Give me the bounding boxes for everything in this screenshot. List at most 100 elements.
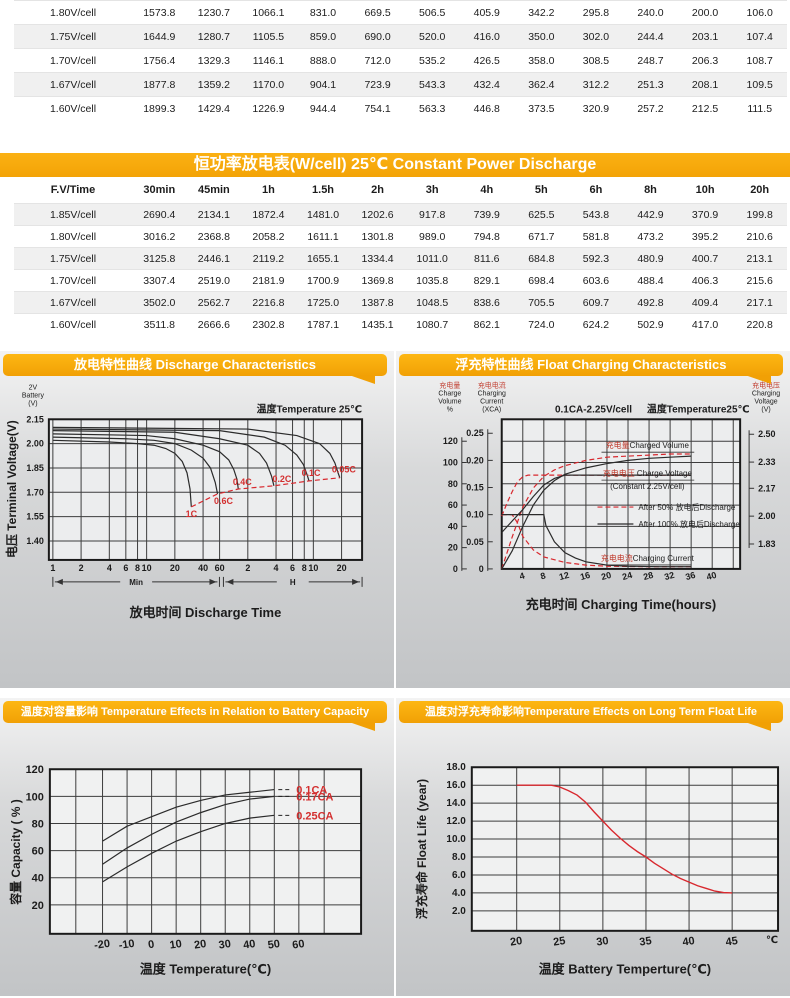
capacity-curve-0.25CA — [102, 814, 275, 883]
cell: 684.8 — [514, 247, 569, 270]
row-label: 1.60V/cell — [14, 313, 132, 335]
cell: 111.5 — [732, 96, 787, 120]
x-tick-label: 30 — [596, 935, 610, 949]
cell: 2666.6 — [186, 313, 242, 335]
x-tick-label: 4 — [518, 571, 525, 582]
x-tick-label: 4 — [274, 563, 279, 573]
table-row: 1.60V/cell 1899.3 1429.4 1226.9 944.4 754.1 56… — [14, 96, 787, 120]
cell: 215.6 — [732, 269, 787, 292]
table-row: 1.75V/cell 3125.8 2446.1 2119.2 1655.1 1334.4… — [14, 247, 787, 270]
charging-voltage-axis-title: Voltage — [754, 398, 777, 405]
charging-current-label: 充电电流Charging Current — [601, 553, 695, 563]
cell: 308.5 — [568, 48, 624, 73]
series-charge-voltage-after-50 — [501, 474, 692, 517]
cell: 417.0 — [677, 313, 733, 335]
column-header: 3h — [425, 184, 439, 196]
y-tick-label: 0 — [453, 564, 458, 574]
row-label: 1.75V/cell — [14, 247, 132, 270]
column-header: 5h — [534, 184, 548, 196]
cell: 1655.1 — [295, 247, 351, 270]
cell: 862.1 — [459, 313, 515, 335]
cell: 724.0 — [514, 313, 569, 335]
plot-frame — [470, 766, 780, 932]
row-label: 1.80V/cell — [14, 225, 132, 248]
cell: 206.3 — [677, 48, 733, 73]
cell: 754.1 — [350, 96, 405, 120]
column-header: 30min — [143, 184, 176, 196]
cell: 829.1 — [459, 269, 515, 292]
cell: 251.3 — [623, 72, 678, 97]
cell: 1756.4 — [132, 48, 187, 73]
float-life-chart: 18.0 16.0 14.0 12.0 10.0 8.0 6.0 4.0 2.0 20 25 30 35… — [414, 762, 780, 977]
y-tick-label: 2.00 — [758, 511, 775, 521]
discharge-chart-panel: 放电特性曲线 Discharge Characteristics 2.15 2.0… — [0, 351, 394, 688]
c-rate-label: 1C — [186, 509, 198, 519]
y-tick-label: 10.0 — [446, 834, 466, 845]
table-row: 1.80V/cell 1573.8 1230.7 1066.1 831.0 669.5 50… — [14, 0, 787, 25]
cell: 838.6 — [459, 291, 515, 314]
cell: 217.1 — [732, 291, 787, 314]
cell: 1573.8 — [132, 0, 187, 25]
y-tick-label: 18.0 — [446, 762, 466, 773]
discharge-chart-banner: 放电特性曲线 Discharge Characteristics — [3, 354, 387, 384]
cell: 406.3 — [677, 269, 733, 292]
discharge-curve-0.2C — [52, 430, 275, 486]
cell: 203.1 — [677, 24, 733, 49]
x-tick-label: 40 — [682, 935, 696, 949]
cell: 370.9 — [677, 203, 733, 226]
row-label: 1.75V/cell — [14, 24, 132, 49]
cell: 220.8 — [732, 313, 787, 335]
x-tick-label: 60 — [215, 563, 225, 573]
cell: 446.8 — [459, 96, 515, 120]
cell: 1387.8 — [350, 291, 405, 314]
charge-volume-axis-title: Charge — [438, 390, 461, 397]
float-life-chart-panel: 温度对浮充寿命影响Temperature Effects on Long Ter… — [396, 698, 790, 996]
column-header: 10h — [695, 184, 715, 196]
temp-capacity-chart-panel: 温度对容量影响 Temperature Effects in Relation … — [0, 698, 394, 996]
y-tick-label: 40 — [448, 521, 458, 531]
cell: 1301.8 — [350, 225, 405, 248]
cell: 2302.8 — [241, 313, 296, 335]
cell: 1105.5 — [241, 24, 296, 49]
charged-volume-label: 充电量Charged Volume — [606, 440, 690, 450]
x-tick-label: 8 — [302, 563, 307, 573]
y-tick-label: 40 — [32, 873, 44, 885]
row-label: 1.80V/cell — [14, 0, 132, 25]
capacity-curve-0.17CA — [102, 795, 275, 865]
y-axis-title: 浮充寿命 Float Life (year) — [414, 779, 429, 919]
curve-label: 0.17CA — [296, 791, 333, 803]
x-tick-label: 2 — [79, 563, 84, 573]
cell: 739.9 — [459, 203, 515, 226]
cell: 506.5 — [404, 0, 460, 25]
plot-area — [48, 419, 363, 560]
cell: 1226.9 — [241, 96, 296, 120]
x-tick-label: 40 — [242, 938, 256, 952]
y-tick-label: 120 — [443, 436, 458, 446]
x-tick-label: 20 — [337, 563, 347, 573]
column-header: 2h — [371, 184, 385, 196]
cell: 944.4 — [295, 96, 351, 120]
cell: 208.1 — [677, 72, 733, 97]
x-tick-label: 20 — [170, 563, 180, 573]
x-segment-label: H — [290, 578, 296, 587]
cell: 395.2 — [677, 225, 733, 248]
cell: 1877.8 — [132, 72, 187, 97]
x-tick-label: 24 — [621, 570, 633, 582]
cell: 563.3 — [404, 96, 460, 120]
cell: 240.0 — [623, 0, 678, 25]
cell: 200.0 — [677, 0, 733, 25]
y-tick-label: 1.70 — [26, 487, 43, 497]
charging-current-axis-title: Charging — [478, 390, 506, 397]
cell: 1644.9 — [132, 24, 187, 49]
row-label: 1.85V/cell — [14, 203, 132, 226]
x-tick-label: 20 — [600, 570, 612, 582]
x-tick-label: 45 — [725, 935, 739, 949]
x-tick-label: 6 — [290, 563, 295, 573]
cell: 373.5 — [514, 96, 569, 120]
table-row: 1.60V/cell 3511.8 2666.6 2302.8 1787.1 1435.1… — [14, 313, 787, 335]
x-tick-label: 16 — [579, 570, 591, 582]
charging-current-axis-title: Current — [480, 398, 503, 405]
cell: 1872.4 — [241, 203, 296, 226]
y-tick-label: 0.05 — [466, 537, 483, 547]
float-charging-chart: 120 100 80 60 40 20 0 0.25 0.20 0.15 0.10 0.05 0 2.50… — [438, 380, 780, 611]
